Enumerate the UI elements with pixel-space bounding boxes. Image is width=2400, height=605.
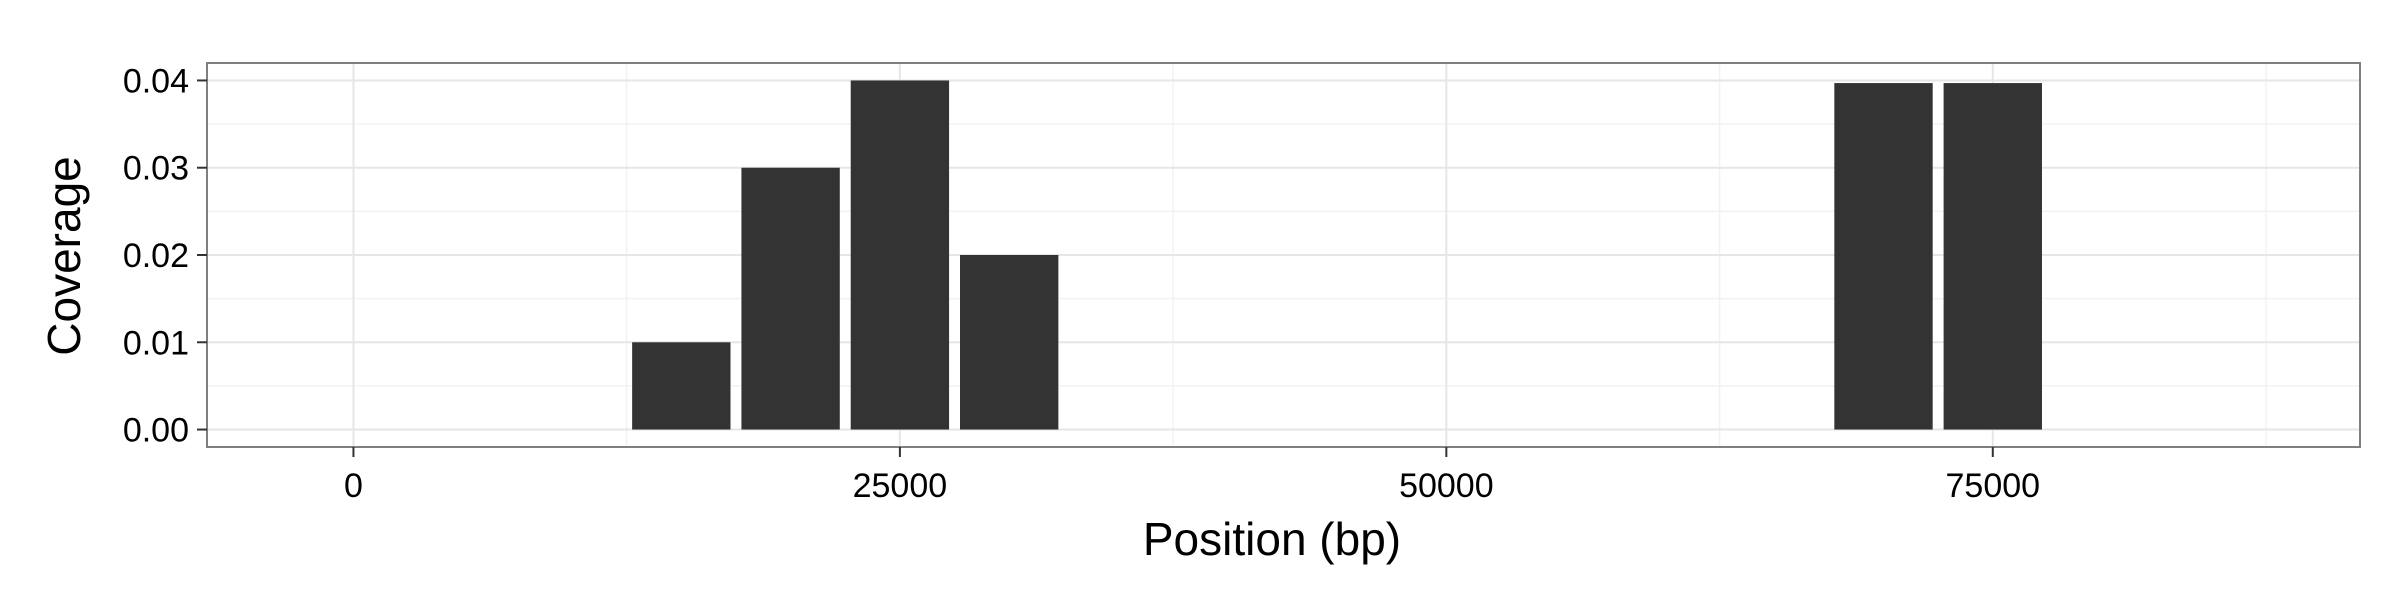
x-tick-label: 75000 — [1946, 467, 2041, 505]
y-tick-label: 0.04 — [123, 62, 189, 100]
bar — [850, 80, 950, 430]
bar — [632, 342, 731, 430]
bars — [632, 80, 2042, 430]
y-tick-label: 0.03 — [123, 150, 189, 188]
axes: 0 25000 50000 75000 0.00 0.01 0.02 0.03 0.04 — [123, 62, 2040, 505]
x-tick-label: 25000 — [853, 467, 948, 505]
bar — [1943, 83, 2042, 430]
y-tick-label: 0.00 — [123, 412, 189, 450]
bar — [960, 255, 1059, 430]
y-tick-label: 0.01 — [123, 324, 189, 362]
y-tick-label: 0.02 — [123, 237, 189, 275]
bar — [1834, 83, 1933, 430]
y-axis-title: Coverage — [38, 156, 90, 355]
x-tick-label: 50000 — [1399, 467, 1494, 505]
x-tick-label: 0 — [344, 467, 363, 505]
x-axis-title: Position (bp) — [1143, 513, 1401, 565]
bar — [741, 167, 840, 430]
